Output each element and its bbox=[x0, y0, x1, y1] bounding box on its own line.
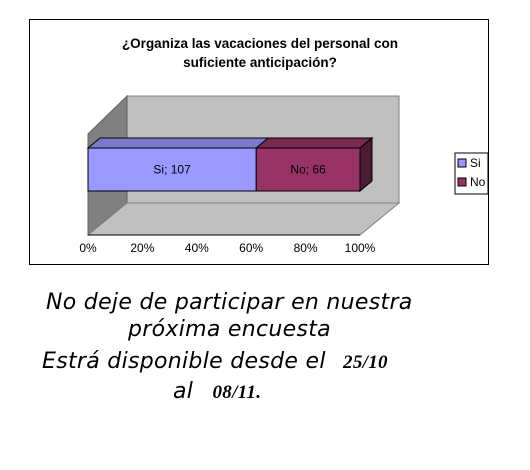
legend-swatch-no bbox=[457, 177, 467, 187]
x-tick-label: 80% bbox=[294, 241, 318, 255]
bars-group: Si; 107 No; 66 bbox=[86, 136, 374, 193]
message-line-4: al 08/11. bbox=[173, 379, 261, 404]
chart-title-line2: suficiente anticipación? bbox=[183, 55, 337, 70]
legend-swatch-si bbox=[457, 158, 467, 168]
bar-top-no bbox=[254, 137, 374, 149]
stacked-bar-chart: ¿Organiza las vacaciones del personal co… bbox=[79, 36, 489, 255]
message-line-4-text: al bbox=[173, 379, 194, 404]
legend-label-no: No bbox=[470, 175, 486, 189]
message-line-3-text: Estrá disponible desde el bbox=[42, 349, 326, 374]
message-line-3: Estrá disponible desde el 25/10 bbox=[42, 349, 388, 374]
x-tick-label: 20% bbox=[130, 241, 154, 255]
bar-side-no bbox=[359, 136, 373, 193]
plot-floor bbox=[86, 202, 401, 236]
start-date: 25/10 bbox=[343, 352, 388, 373]
bar-top-si bbox=[86, 137, 270, 149]
data-label-no: No; 66 bbox=[290, 163, 326, 177]
x-tick-label: 0% bbox=[79, 241, 97, 255]
end-date: 08/11. bbox=[212, 382, 262, 403]
x-tick-labels: 0% 20% 40% 60% 80% 100% bbox=[79, 241, 375, 255]
x-tick-label: 60% bbox=[239, 241, 263, 255]
bar-front-no bbox=[255, 147, 361, 192]
x-tick-label: 40% bbox=[185, 241, 209, 255]
chart-area: ¿Organiza las vacaciones del personal co… bbox=[29, 19, 489, 265]
legend-label-si: Si bbox=[470, 156, 481, 170]
data-label-si: Si; 107 bbox=[153, 163, 191, 177]
message-line-1: No deje de participar en nuestra bbox=[46, 290, 413, 315]
chart-title-line1: ¿Organiza las vacaciones del personal co… bbox=[122, 36, 398, 51]
x-tick-label: 100% bbox=[345, 241, 376, 255]
message-line-2: próxima encuesta bbox=[128, 317, 331, 342]
